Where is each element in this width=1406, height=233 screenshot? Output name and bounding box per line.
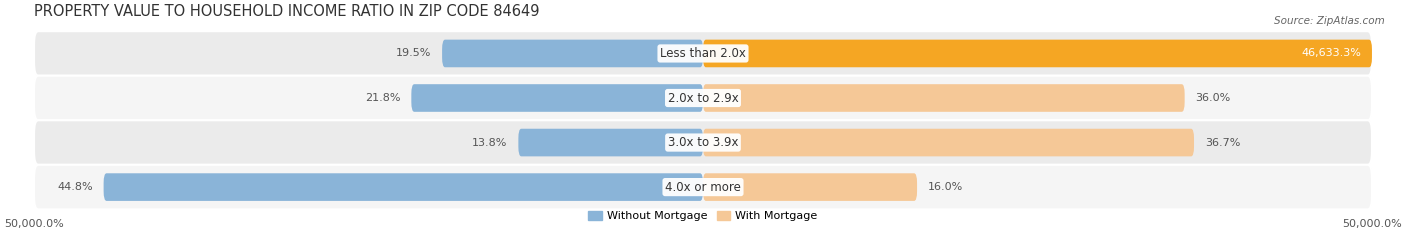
FancyBboxPatch shape bbox=[34, 165, 1372, 209]
FancyBboxPatch shape bbox=[412, 84, 703, 112]
Text: 16.0%: 16.0% bbox=[928, 182, 963, 192]
Text: Less than 2.0x: Less than 2.0x bbox=[659, 47, 747, 60]
Text: PROPERTY VALUE TO HOUSEHOLD INCOME RATIO IN ZIP CODE 84649: PROPERTY VALUE TO HOUSEHOLD INCOME RATIO… bbox=[34, 4, 540, 19]
Text: 21.8%: 21.8% bbox=[366, 93, 401, 103]
FancyBboxPatch shape bbox=[441, 40, 703, 67]
Text: 13.8%: 13.8% bbox=[472, 137, 508, 147]
FancyBboxPatch shape bbox=[703, 84, 1185, 112]
Text: 3.0x to 3.9x: 3.0x to 3.9x bbox=[668, 136, 738, 149]
Text: 2.0x to 2.9x: 2.0x to 2.9x bbox=[668, 92, 738, 105]
Text: 44.8%: 44.8% bbox=[58, 182, 93, 192]
FancyBboxPatch shape bbox=[519, 129, 703, 156]
FancyBboxPatch shape bbox=[104, 173, 703, 201]
FancyBboxPatch shape bbox=[34, 31, 1372, 76]
Text: 4.0x or more: 4.0x or more bbox=[665, 181, 741, 194]
FancyBboxPatch shape bbox=[703, 173, 917, 201]
FancyBboxPatch shape bbox=[34, 76, 1372, 120]
Text: 36.0%: 36.0% bbox=[1195, 93, 1230, 103]
Text: 36.7%: 36.7% bbox=[1205, 137, 1240, 147]
Text: 46,633.3%: 46,633.3% bbox=[1302, 48, 1361, 58]
Legend: Without Mortgage, With Mortgage: Without Mortgage, With Mortgage bbox=[583, 206, 823, 226]
FancyBboxPatch shape bbox=[34, 120, 1372, 165]
Text: 19.5%: 19.5% bbox=[396, 48, 432, 58]
FancyBboxPatch shape bbox=[703, 40, 1372, 67]
Text: Source: ZipAtlas.com: Source: ZipAtlas.com bbox=[1274, 16, 1385, 26]
FancyBboxPatch shape bbox=[703, 129, 1194, 156]
